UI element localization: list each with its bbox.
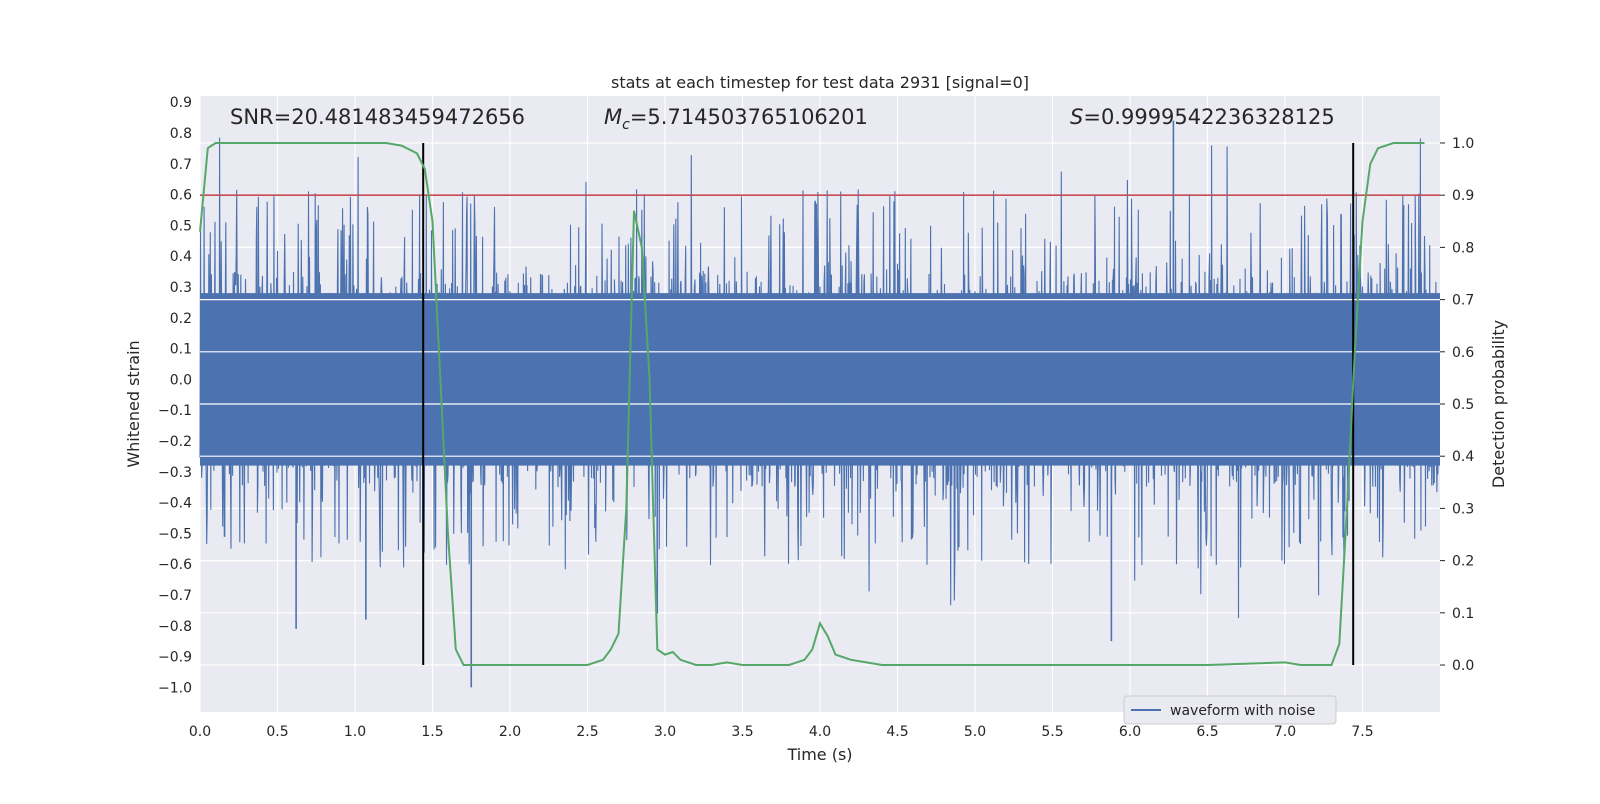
left-y-tick-label: −0.3 <box>158 465 192 481</box>
left-y-tick-label: −0.9 <box>158 650 192 666</box>
right-y-tick-label: 0.1 <box>1452 606 1474 622</box>
x-tick-label: 5.5 <box>1041 724 1063 740</box>
right-y-tick-label: 0.3 <box>1452 501 1474 517</box>
x-tick-label: 2.5 <box>576 724 598 740</box>
right-y-tick-label: 0.2 <box>1452 554 1474 570</box>
left-y-tick-label: 0.5 <box>170 218 192 234</box>
x-tick-label: 4.0 <box>809 724 831 740</box>
x-tick-label: 4.5 <box>886 724 908 740</box>
left-y-tick-label: 0.9 <box>170 95 192 111</box>
left-y-tick-label: −0.2 <box>158 434 192 450</box>
left-y-tick-label: 0.7 <box>170 157 192 173</box>
left-y-tick-label: −1.0 <box>158 680 192 696</box>
left-y-tick-label: 0.1 <box>170 342 192 358</box>
left-y-tick-label: −0.4 <box>158 496 192 512</box>
x-tick-label: 5.0 <box>964 724 986 740</box>
waveform-series <box>199 120 1441 688</box>
right-y-axis-label: Detection probability <box>1489 320 1508 488</box>
right-y-tick-label: 0.9 <box>1452 188 1474 204</box>
x-tick-labels: 0.0 0.5 1.0 1.5 2.0 2.5 3.0 3.5 4.0 4.5 5.0 5.5 6.0 6… <box>189 724 1374 740</box>
right-y-tick-label: 0.5 <box>1452 397 1474 413</box>
left-y-tick-label: 0.6 <box>170 188 192 204</box>
s-annotation: S=0.9999542236328125 <box>1070 105 1335 129</box>
left-y-tick-label: 0.2 <box>170 311 192 327</box>
x-axis-label: Time (s) <box>786 745 852 764</box>
legend: waveform with noise <box>1123 695 1337 725</box>
x-tick-label: 6.0 <box>1119 724 1141 740</box>
right-y-tick-label: 0.8 <box>1452 240 1474 256</box>
left-y-tick-label: −0.8 <box>158 619 192 635</box>
chirp-mass-annotation: Mc=5.714503765106201 <box>604 105 868 133</box>
left-y-tick-labels: 0.9 0.8 0.7 0.6 0.5 0.4 0.3 0.2 0.1 0.0 −0.1 −0.2 −0… <box>158 95 192 696</box>
right-y-tick-label: 0.7 <box>1452 293 1474 309</box>
x-tick-label: 1.0 <box>344 724 366 740</box>
left-y-tick-label: −0.7 <box>158 588 192 604</box>
x-tick-label: 3.5 <box>731 724 753 740</box>
chart-title: stats at each timestep for test data 293… <box>611 73 1029 92</box>
probability-series <box>199 142 1425 666</box>
x-tick-label: 2.0 <box>499 724 521 740</box>
x-tick-label: 7.0 <box>1274 724 1296 740</box>
x-tick-label: 1.5 <box>421 724 443 740</box>
x-tick-label: 6.5 <box>1196 724 1218 740</box>
right-y-tick-label: 1.0 <box>1452 136 1474 152</box>
snr-annotation: SNR=20.481483459472656 <box>230 105 525 129</box>
left-y-tick-label: 0.0 <box>170 372 192 388</box>
left-y-tick-label: −0.1 <box>158 403 192 419</box>
right-y-tick-labels: 1.0 0.9 0.8 0.7 0.6 0.5 0.4 0.3 0.2 0.1 0.0 <box>1440 136 1474 674</box>
left-y-tick-label: −0.6 <box>158 557 192 573</box>
x-tick-label: 3.0 <box>654 724 676 740</box>
left-y-tick-label: 0.8 <box>170 126 192 142</box>
x-tick-label: 7.5 <box>1351 724 1373 740</box>
waveform-line <box>199 137 1441 619</box>
left-y-tick-label: 0.3 <box>170 280 192 296</box>
left-y-axis-label: Whitened strain <box>124 340 143 467</box>
right-y-tick-label: 0.4 <box>1452 449 1474 465</box>
x-tick-label: 0.5 <box>266 724 288 740</box>
right-y-tick-label: 0.0 <box>1452 658 1474 674</box>
right-y-tick-label: 0.6 <box>1452 345 1474 361</box>
probability-line <box>199 142 1425 666</box>
x-tick-label: 0.0 <box>189 724 211 740</box>
left-y-tick-label: −0.5 <box>158 526 192 542</box>
left-y-tick-label: 0.4 <box>170 249 192 265</box>
legend-label: waveform with noise <box>1170 703 1315 719</box>
